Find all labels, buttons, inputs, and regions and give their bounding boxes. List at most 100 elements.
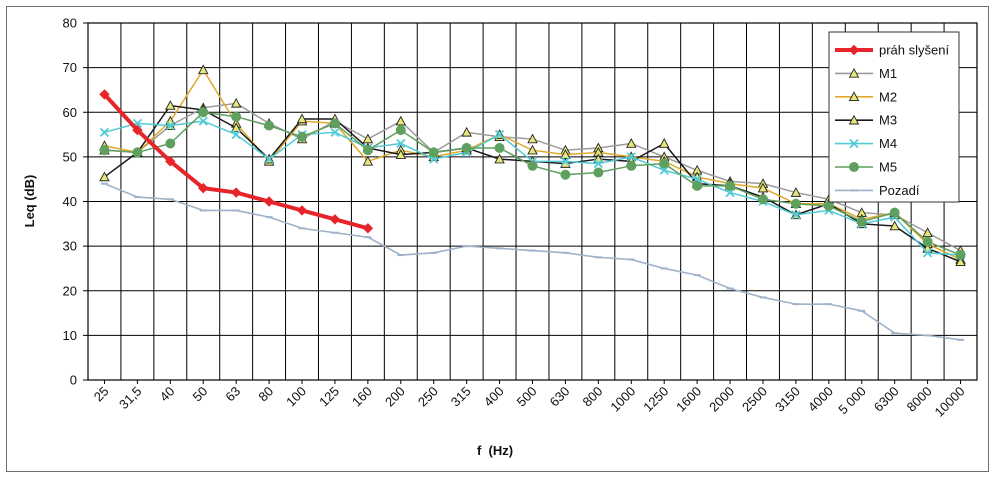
x-tick-label: 100 <box>283 384 309 410</box>
data-point <box>527 144 538 155</box>
legend-entry: práh slyšení <box>835 43 949 58</box>
data-point-stroke <box>264 154 274 164</box>
legend-entry: M5 <box>835 160 897 175</box>
data-point <box>198 107 209 118</box>
data-point <box>132 147 143 158</box>
x-tick-label: 63 <box>222 384 243 405</box>
data-point <box>99 171 110 182</box>
data-point <box>230 187 242 198</box>
data-point-stroke <box>396 138 406 149</box>
data-point <box>230 122 242 133</box>
data-point <box>329 214 341 225</box>
data-point <box>263 196 275 207</box>
legend-label: M5 <box>879 160 897 175</box>
x-tick-label: 4000 <box>805 384 836 415</box>
data-point-stroke <box>198 116 208 126</box>
data-point-stroke <box>922 248 933 258</box>
data-point <box>132 124 143 136</box>
data-point <box>494 142 505 153</box>
y-tick-labels: 0 10 20 30 40 50 60 70 80 <box>63 16 88 388</box>
x-tick-label: 31,5 <box>116 384 145 413</box>
x-tick-label: 400 <box>481 384 507 410</box>
x-tick-label: 8000 <box>904 384 935 415</box>
x-tick-label: 800 <box>580 384 606 410</box>
y-tick-label: 10 <box>63 328 77 343</box>
legend-label: M1 <box>879 66 897 81</box>
y-tick-label: 20 <box>63 283 77 298</box>
x-tick-label: 3150 <box>772 384 803 415</box>
legend-entry: M1 <box>835 66 897 81</box>
x-tick-label: 80 <box>255 384 276 405</box>
data-point <box>848 114 860 125</box>
x-tick-label: 50 <box>190 384 211 405</box>
data-point <box>593 158 603 169</box>
data-point <box>362 223 374 234</box>
legend-label: Pozadí <box>879 183 920 198</box>
data-point <box>848 91 860 102</box>
data-point <box>494 153 505 164</box>
data-point <box>955 250 966 261</box>
x-tick-label: 1600 <box>673 384 704 415</box>
data-point <box>889 220 900 231</box>
data-point <box>99 89 110 100</box>
data-point <box>428 147 439 158</box>
data-point <box>362 145 373 156</box>
y-tick-label: 40 <box>63 194 77 209</box>
x-tick-label: 500 <box>514 384 540 410</box>
data-point <box>626 160 637 171</box>
data-point <box>560 156 571 166</box>
data-point <box>230 97 242 108</box>
series-m5 <box>99 107 966 261</box>
data-point <box>527 133 538 144</box>
y-tick-label: 30 <box>63 239 77 254</box>
legend-label: práh slyšení <box>879 43 949 58</box>
y-tick-label: 0 <box>70 373 77 388</box>
data-point-stroke <box>165 121 175 131</box>
x-tick-label: 1000 <box>607 384 638 415</box>
x-tick-label: 10000 <box>931 384 967 420</box>
data-point <box>396 138 406 149</box>
data-point <box>849 162 859 172</box>
x-tick-label: 6300 <box>871 384 902 415</box>
y-tick-label: 70 <box>63 60 77 75</box>
x-tick-label: 2000 <box>706 384 737 415</box>
legend-label: M4 <box>879 136 897 151</box>
data-point <box>165 156 176 167</box>
data-point <box>198 182 209 194</box>
data-point <box>165 138 176 149</box>
data-point <box>198 116 208 126</box>
data-point <box>329 118 340 129</box>
data-point <box>197 64 209 75</box>
data-point <box>165 121 175 131</box>
series-layer <box>99 64 966 341</box>
data-point <box>790 198 801 209</box>
data-point <box>922 227 933 237</box>
data-point-stroke <box>99 127 110 137</box>
data-point-stroke <box>849 138 859 149</box>
data-point <box>395 149 407 159</box>
data-point <box>395 115 407 126</box>
legend-entry: M2 <box>835 89 897 104</box>
data-point-stroke <box>593 158 603 169</box>
x-tick-label: 1250 <box>640 384 671 415</box>
x-tick-label: 160 <box>349 384 375 410</box>
data-point-stroke <box>560 156 571 166</box>
data-point <box>296 113 308 124</box>
data-point <box>626 138 637 148</box>
data-point <box>560 169 571 180</box>
data-point <box>848 44 860 56</box>
data-point <box>856 216 867 227</box>
data-point <box>99 145 110 156</box>
x-tick-label: 200 <box>382 384 408 410</box>
data-point <box>264 154 274 164</box>
data-point <box>658 138 670 148</box>
data-point-stroke <box>494 129 505 140</box>
x-tick-label: 630 <box>547 384 573 410</box>
x-tick-label: 315 <box>448 384 474 410</box>
y-tick-label: 60 <box>63 105 77 120</box>
data-point <box>791 210 801 220</box>
legend-label: M2 <box>879 89 897 104</box>
data-point <box>922 248 933 258</box>
data-point-stroke <box>626 152 636 162</box>
data-point-stroke <box>231 129 241 140</box>
